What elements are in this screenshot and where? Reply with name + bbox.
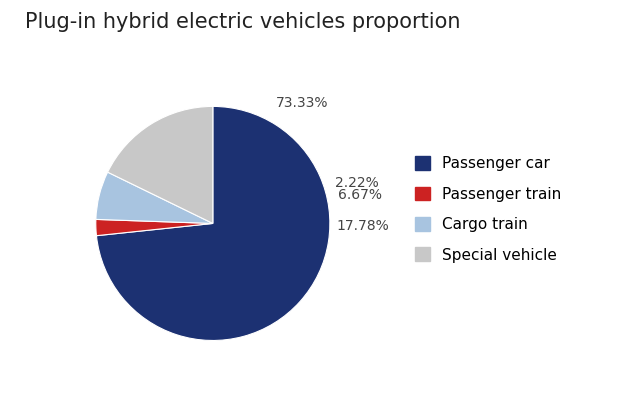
- Wedge shape: [96, 107, 330, 340]
- Wedge shape: [108, 107, 213, 223]
- Text: 6.67%: 6.67%: [338, 188, 382, 201]
- Text: 17.78%: 17.78%: [336, 219, 389, 233]
- Wedge shape: [96, 219, 213, 236]
- Text: 2.22%: 2.22%: [336, 176, 379, 190]
- Wedge shape: [96, 172, 213, 223]
- Text: 73.33%: 73.33%: [276, 96, 329, 110]
- Legend: Passenger car, Passenger train, Cargo train, Special vehicle: Passenger car, Passenger train, Cargo tr…: [414, 156, 562, 263]
- Text: Plug-in hybrid electric vehicles proportion: Plug-in hybrid electric vehicles proport…: [25, 12, 461, 32]
